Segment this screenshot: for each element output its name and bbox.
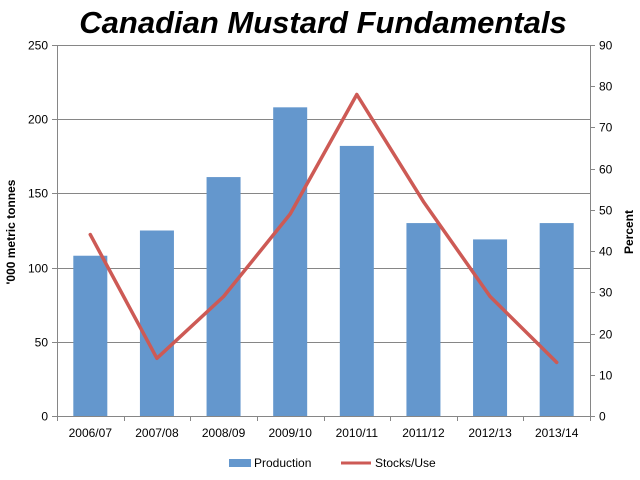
x-tick-label: 2007/08 — [135, 426, 179, 440]
axes — [52, 45, 595, 421]
tick-labels: 0 50 100 150 200 250 0 10 20 30 40 50 60 70 80 90 2006/0… — [28, 39, 613, 441]
left-tick-label: 0 — [41, 410, 48, 424]
right-tick-label: 10 — [599, 369, 613, 383]
bar-2006-07 — [73, 255, 108, 416]
x-tick-label: 2011/12 — [402, 426, 445, 440]
bar-2009-10 — [273, 107, 308, 416]
x-tick-label: 2010/11 — [336, 426, 379, 440]
right-tick-label: 40 — [599, 245, 613, 259]
bar-2010-11 — [339, 145, 374, 417]
right-tick-label: 20 — [599, 328, 613, 342]
stocks-use-point-2011-12 — [421, 200, 425, 204]
stocks-use-point-2007-08 — [155, 356, 159, 360]
legend: Production Stocks/Use — [229, 456, 436, 470]
x-tick-label: 2009/10 — [268, 426, 312, 440]
left-tick-label: 250 — [28, 39, 48, 53]
x-tick-label: 2012/13 — [468, 426, 512, 440]
right-tick-label: 0 — [599, 410, 606, 424]
legend-swatch-production — [229, 459, 251, 467]
right-tick-label: 80 — [599, 80, 613, 94]
legend-label-stocks-use: Stocks/Use — [375, 456, 436, 470]
bar-2007-08 — [139, 230, 174, 416]
right-axis-title: Percent — [622, 210, 636, 254]
left-tick-label: 150 — [28, 187, 48, 201]
x-tick-label: 2008/09 — [202, 426, 246, 440]
stocks-use-point-2008-09 — [222, 294, 226, 298]
bar-2013-14 — [539, 223, 574, 416]
left-tick-label: 50 — [35, 336, 49, 350]
right-tick-label: 90 — [599, 39, 613, 53]
bar-2012-13 — [473, 239, 508, 416]
left-tick-label: 200 — [28, 113, 48, 127]
stocks-use-point-2012-13 — [488, 294, 492, 298]
right-tick-label: 50 — [599, 204, 613, 218]
stocks-use-line — [88, 92, 559, 365]
right-tick-label: 70 — [599, 121, 613, 135]
stocks-use-point-2009-10 — [288, 212, 292, 216]
x-tick-label: 2006/07 — [69, 426, 113, 440]
stocks-use-point-2006-07 — [88, 233, 92, 237]
x-tick-label: 2013/14 — [535, 426, 579, 440]
stocks-use-polyline — [88, 92, 559, 365]
stocks-use-point-2013-14 — [555, 360, 559, 364]
bar-2011-12 — [406, 223, 441, 416]
right-tick-label: 30 — [599, 286, 613, 300]
left-tick-label: 100 — [28, 262, 48, 276]
chart-title: Canadian Mustard Fundamentals — [79, 5, 566, 40]
gridlines — [57, 45, 590, 343]
legend-label-production: Production — [254, 456, 311, 470]
right-tick-label: 60 — [599, 163, 613, 177]
left-axis-title: '000 metric tonnes — [4, 179, 18, 284]
stocks-use-point-2010-11 — [355, 92, 359, 96]
